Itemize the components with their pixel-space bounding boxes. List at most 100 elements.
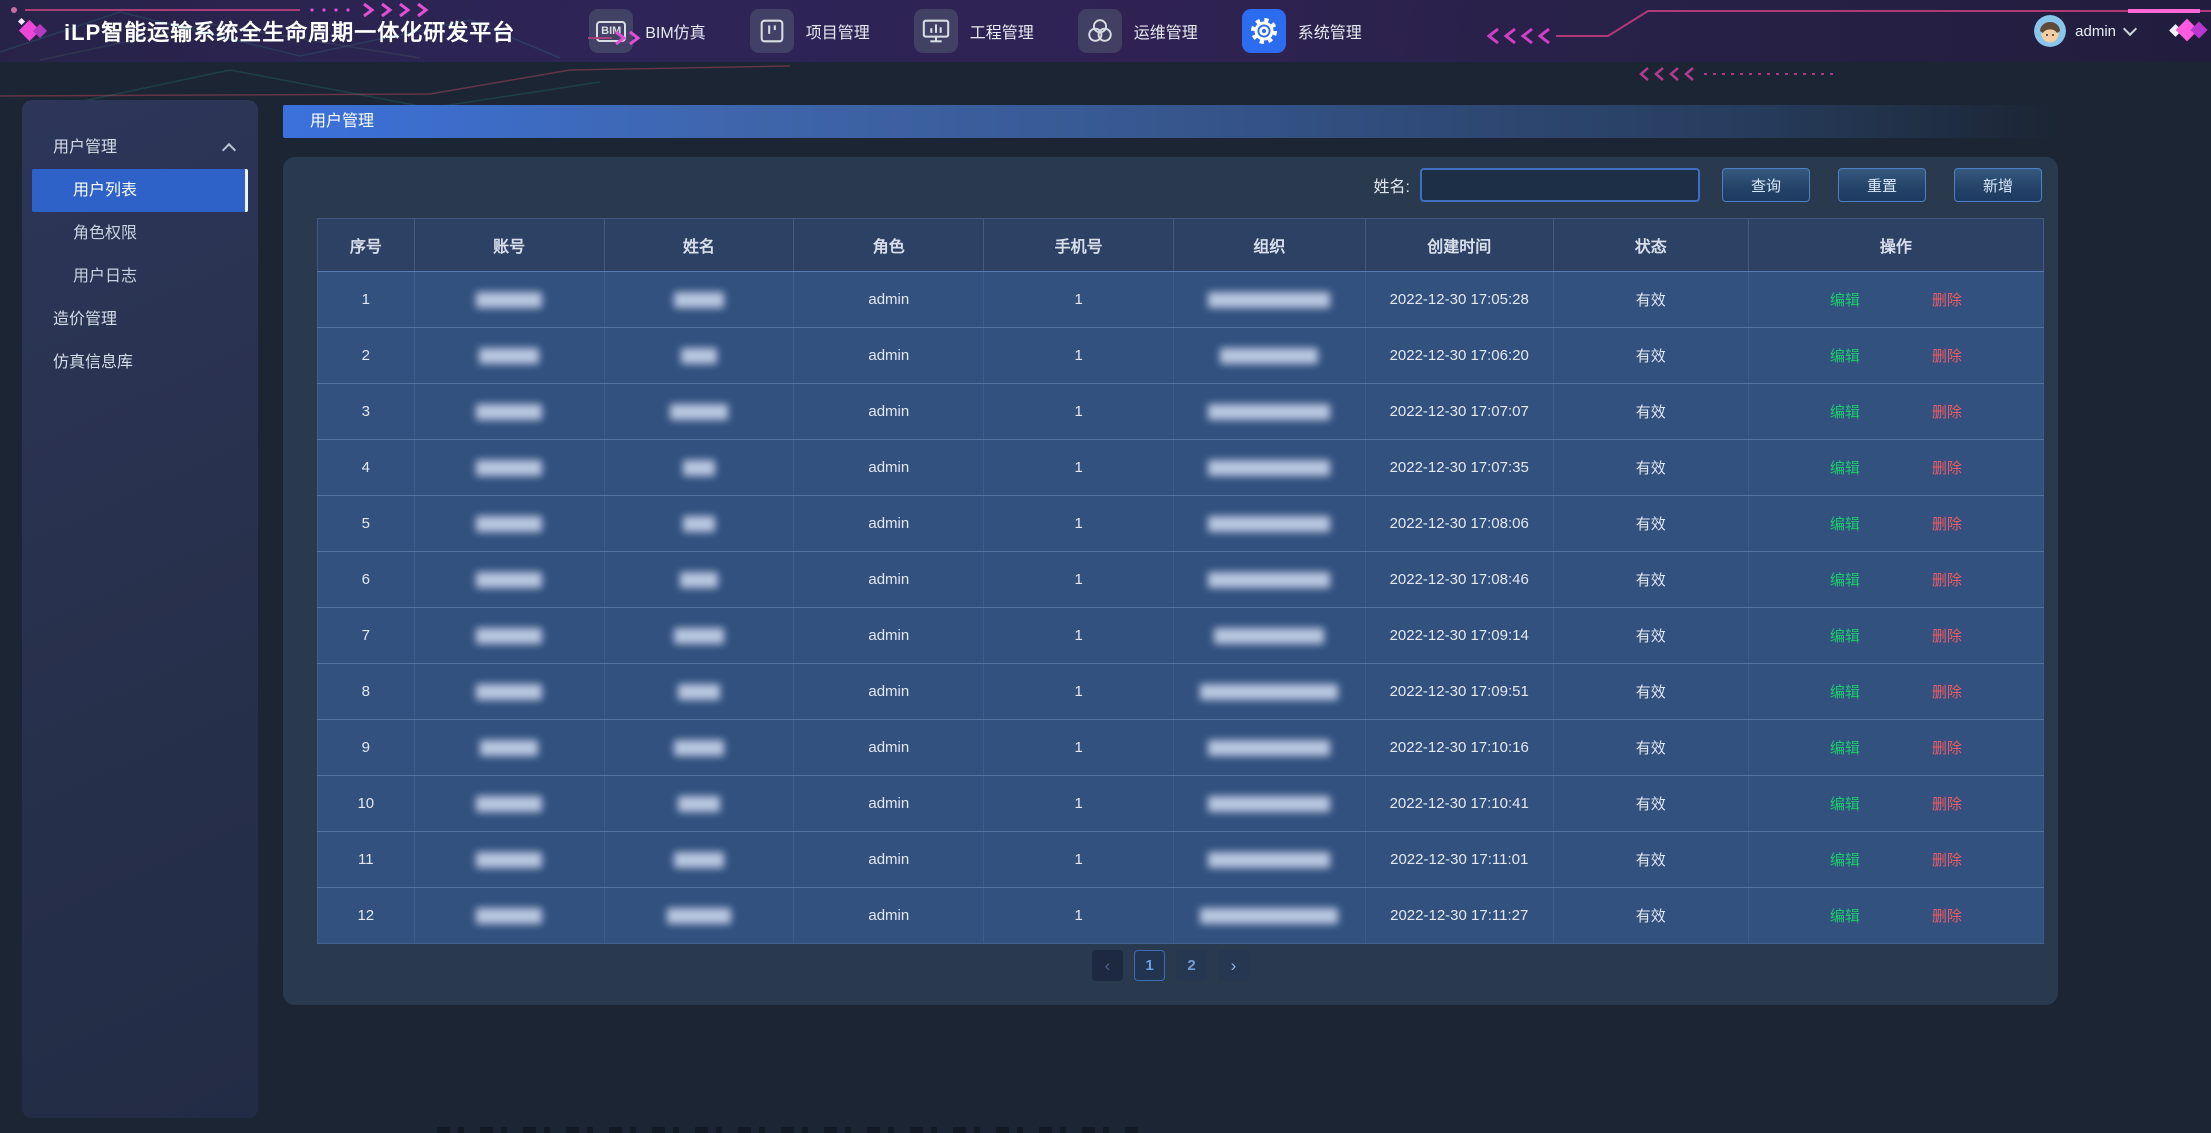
page-title: iLP智能运输系统全生命周期一体化研发平台 bbox=[64, 20, 516, 45]
cell-phone: 1 bbox=[983, 327, 1175, 384]
user-menu[interactable]: admin bbox=[2034, 15, 2138, 47]
cell-status: 有效 bbox=[1552, 831, 1749, 888]
cell-actions: 编辑 删除 bbox=[1747, 383, 2045, 440]
nav-label: 项目管理 bbox=[805, 25, 870, 42]
gear-icon bbox=[1241, 9, 1286, 53]
col-created: 创建时间 bbox=[1364, 218, 1554, 272]
cell-org bbox=[1173, 495, 1366, 552]
cell-account bbox=[413, 551, 605, 608]
sidebar-item-cost-management[interactable]: 造价管理 bbox=[22, 298, 258, 341]
delete-link[interactable]: 删除 bbox=[1931, 628, 1962, 645]
delete-link[interactable]: 删除 bbox=[1931, 572, 1962, 589]
nav-item-engineering[interactable]: 工程管理 bbox=[913, 9, 1034, 53]
cell-status: 有效 bbox=[1552, 775, 1749, 832]
cell-phone: 1 bbox=[983, 831, 1175, 888]
cell-actions: 编辑 删除 bbox=[1747, 775, 2045, 832]
cell-role: admin bbox=[793, 383, 985, 440]
cell-org bbox=[1173, 719, 1366, 776]
redacted-org bbox=[1208, 572, 1331, 589]
delete-link[interactable]: 删除 bbox=[1931, 516, 1962, 533]
edit-link[interactable]: 编辑 bbox=[1829, 684, 1860, 701]
cell-account bbox=[413, 663, 605, 720]
delete-link[interactable]: 删除 bbox=[1931, 852, 1962, 869]
edit-link[interactable]: 编辑 bbox=[1829, 292, 1860, 309]
delete-link[interactable]: 删除 bbox=[1931, 348, 1962, 365]
name-search-input[interactable] bbox=[1420, 168, 1700, 202]
sidebar-item-user-list[interactable]: 用户列表 bbox=[32, 169, 248, 212]
cell-created: 2022-12-30 17:06:20 bbox=[1364, 327, 1554, 384]
edit-link[interactable]: 编辑 bbox=[1829, 460, 1860, 477]
prev-page-button[interactable]: ‹ bbox=[1092, 950, 1123, 981]
sidebar-item-user-logs[interactable]: 用户日志 bbox=[22, 255, 258, 298]
sidebar-item-user-management[interactable]: 用户管理 bbox=[22, 126, 258, 169]
nav-item-operations[interactable]: 运维管理 bbox=[1077, 9, 1198, 53]
edit-link[interactable]: 编辑 bbox=[1829, 908, 1860, 925]
table-row: 9 admin 1 2022-12-30 17:10:16 有效 编辑 删除 bbox=[317, 719, 2045, 776]
next-page-button[interactable]: › bbox=[1218, 950, 1249, 981]
sidebar-item-role-permissions[interactable]: 角色权限 bbox=[22, 212, 258, 255]
cell-phone: 1 bbox=[983, 551, 1175, 608]
add-button[interactable]: 新增 bbox=[1954, 168, 2042, 202]
cell-actions: 编辑 删除 bbox=[1747, 831, 2045, 888]
table-row: 5 admin 1 2022-12-30 17:08:06 有效 编辑 删除 bbox=[317, 495, 2045, 552]
cell-account bbox=[413, 831, 605, 888]
tab-user-management[interactable]: 用户管理 bbox=[283, 105, 2058, 138]
cell-org bbox=[1173, 383, 1366, 440]
redacted-org bbox=[1200, 684, 1339, 701]
page-button-1[interactable]: 1 bbox=[1134, 950, 1165, 981]
cell-actions: 编辑 删除 bbox=[1747, 551, 2045, 608]
col-account: 账号 bbox=[413, 218, 605, 272]
edit-link[interactable]: 编辑 bbox=[1829, 516, 1860, 533]
edit-link[interactable]: 编辑 bbox=[1829, 852, 1860, 869]
edit-link[interactable]: 编辑 bbox=[1829, 348, 1860, 365]
user-avatar bbox=[2034, 15, 2067, 47]
cell-actions: 编辑 删除 bbox=[1747, 271, 2045, 328]
cell-phone: 1 bbox=[983, 495, 1175, 552]
sidebar-item-label: 用户列表 bbox=[73, 182, 138, 199]
cell-name bbox=[603, 495, 795, 552]
edit-link[interactable]: 编辑 bbox=[1829, 740, 1860, 757]
cell-name bbox=[603, 719, 795, 776]
redacted-name bbox=[673, 740, 724, 757]
cell-actions: 编辑 删除 bbox=[1747, 495, 2045, 552]
edit-link[interactable]: 编辑 bbox=[1829, 404, 1860, 421]
nav-item-system[interactable]: 系统管理 bbox=[1241, 9, 1362, 53]
page-button-2[interactable]: 2 bbox=[1176, 950, 1207, 981]
cell-status: 有效 bbox=[1552, 327, 1749, 384]
cell-name bbox=[603, 775, 795, 832]
table-row: 7 admin 1 2022-12-30 17:09:14 有效 编辑 删除 bbox=[317, 607, 2045, 664]
cell-phone: 1 bbox=[983, 775, 1175, 832]
nav-label: 工程管理 bbox=[969, 25, 1034, 42]
sidebar-item-simulation-library[interactable]: 仿真信息库 bbox=[22, 341, 258, 384]
nav-item-project[interactable]: 项目管理 bbox=[749, 9, 870, 53]
nav-item-bim[interactable]: BIM BIM仿真 bbox=[589, 9, 706, 53]
cell-org bbox=[1173, 439, 1366, 496]
cell-account bbox=[413, 719, 605, 776]
reset-button[interactable]: 重置 bbox=[1838, 168, 1926, 202]
delete-link[interactable]: 删除 bbox=[1931, 460, 1962, 477]
main-panel: 姓名: 查询 重置 新增 序号 账号 姓名 角色 手机号 bbox=[283, 157, 2058, 1005]
cell-index: 9 bbox=[317, 719, 415, 776]
delete-link[interactable]: 删除 bbox=[1931, 684, 1962, 701]
cell-status: 有效 bbox=[1552, 271, 1749, 328]
delete-link[interactable]: 删除 bbox=[1931, 292, 1962, 309]
redacted-org bbox=[1208, 404, 1331, 421]
query-button[interactable]: 查询 bbox=[1722, 168, 1810, 202]
delete-link[interactable]: 删除 bbox=[1931, 908, 1962, 925]
cell-index: 2 bbox=[317, 327, 415, 384]
delete-link[interactable]: 删除 bbox=[1931, 740, 1962, 757]
cell-account bbox=[413, 607, 605, 664]
redacted-account bbox=[476, 404, 543, 421]
redacted-account bbox=[476, 572, 543, 589]
chevron-down-icon bbox=[2122, 21, 2138, 37]
edit-link[interactable]: 编辑 bbox=[1829, 796, 1860, 813]
delete-link[interactable]: 删除 bbox=[1931, 404, 1962, 421]
col-actions: 操作 bbox=[1747, 218, 2045, 272]
edit-link[interactable]: 编辑 bbox=[1829, 628, 1860, 645]
cell-name bbox=[603, 271, 795, 328]
edit-link[interactable]: 编辑 bbox=[1829, 572, 1860, 589]
delete-link[interactable]: 删除 bbox=[1931, 796, 1962, 813]
cell-account bbox=[413, 327, 605, 384]
cell-created: 2022-12-30 17:10:41 bbox=[1364, 775, 1554, 832]
